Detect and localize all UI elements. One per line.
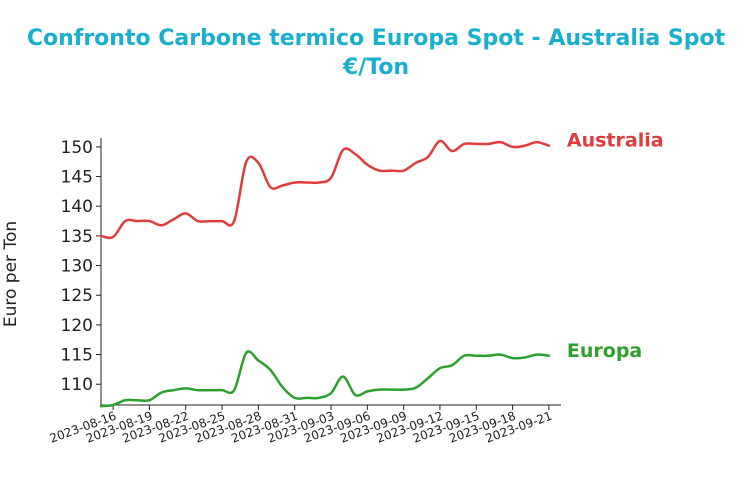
- y-tick-label: 150: [61, 138, 93, 158]
- series-line-australia: [99, 139, 551, 240]
- series-label-australia: Australia: [567, 130, 664, 152]
- series-label-europa: Europa: [567, 340, 642, 362]
- chart-title: Confronto Carbone termico Europa Spot - …: [0, 24, 752, 82]
- x-ticks: 2023-08-162023-08-192023-08-222023-08-25…: [48, 405, 554, 446]
- chart-title-line2: €/Ton: [342, 55, 410, 80]
- y-tick-label: 120: [61, 316, 93, 336]
- series-line-europa: [99, 350, 551, 408]
- y-tick-label: 145: [61, 168, 93, 188]
- y-tick-label: 135: [61, 227, 93, 247]
- y-axis-label: Euro per Ton: [1, 221, 21, 327]
- y-tick-label: 125: [61, 286, 93, 306]
- y-tick-label: 110: [61, 375, 93, 395]
- chart-title-line1: Confronto Carbone termico Europa Spot - …: [26, 26, 726, 51]
- y-ticks: 110 115 120 125 130 135 140 145 150: [61, 138, 101, 395]
- y-tick-label: 115: [61, 346, 93, 366]
- series-lines: Australia Europa: [99, 130, 664, 408]
- y-tick-label: 140: [61, 197, 93, 217]
- y-tick-label: 130: [61, 257, 93, 277]
